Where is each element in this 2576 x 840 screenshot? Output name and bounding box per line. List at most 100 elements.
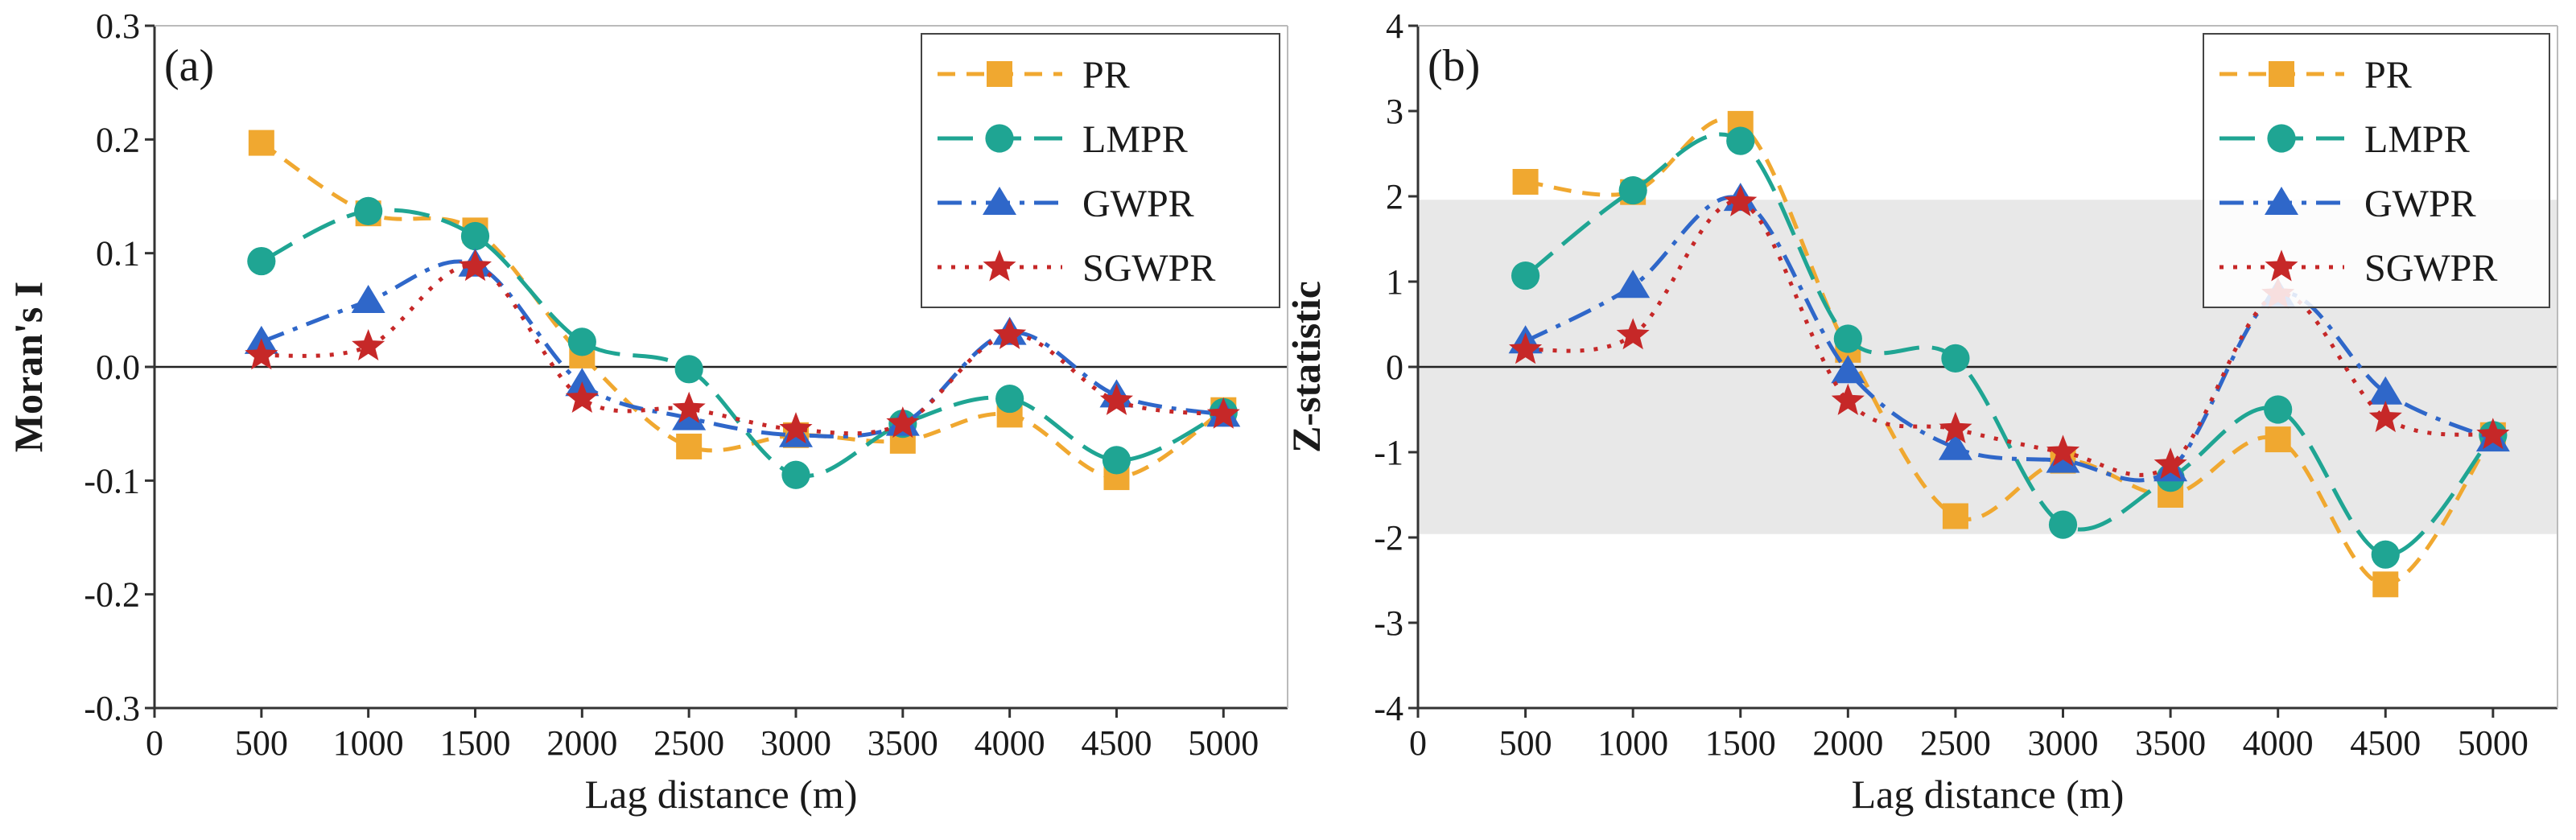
legend-marker-gwpr [983,187,1016,215]
data-point-sgwpr [1939,411,1972,443]
data-point-sgwpr [565,381,599,413]
y-tick-label: 1 [1386,262,1403,302]
data-point-lmpr [781,460,810,489]
y-tick-label: -4 [1374,689,1403,728]
x-tick-label: 5000 [2458,723,2529,763]
legend-label-pr: PR [2364,54,2412,97]
series-line-pr [1525,117,2495,587]
y-tick-label: -0.2 [84,575,140,615]
chart-panel-a: 0 500 1000 1500 2000 2500 3000 3500 4000 4500 5000… [6,6,1288,817]
data-point-pr [2372,571,2399,598]
data-point-lmpr [247,246,276,276]
series-line-pr [260,141,1225,480]
y-tick-label: -0.3 [84,689,140,728]
data-point-sgwpr [245,338,278,370]
data-point-lmpr [1726,126,1755,155]
legend-label-sgwpr: SGWPR [1082,247,1215,290]
data-point-pr [1942,503,1968,529]
legend-marker-pr [2269,61,2294,87]
y-tick-label: 3 [1386,92,1403,131]
x-tick-label: 500 [235,723,288,763]
x-tick-label: 3000 [2028,723,2099,763]
data-point-sgwpr [2368,401,2402,433]
data-point-sgwpr [2046,434,2080,467]
data-point-gwpr [2368,376,2403,405]
legend-label-gwpr: GWPR [2364,183,2476,225]
legend-marker-lmpr [2267,124,2296,153]
data-point-sgwpr [1831,383,1865,415]
legend: PR LMPR GWPR SGWPR [2203,33,2550,308]
data-point-sgwpr [672,391,706,423]
x-axis-title: Lag distance (m) [585,772,858,817]
data-point-gwpr [1831,355,1865,384]
x-tick-label: 1500 [439,723,510,763]
data-point-pr [676,433,703,459]
data-point-lmpr [1618,175,1647,205]
y-tick-label: 0.3 [96,6,140,46]
legend-marker-sgwpr [983,249,1016,282]
data-point-sgwpr [1616,318,1650,350]
panel-label: (a) [164,41,214,91]
x-tick-label: 0 [1409,723,1427,763]
data-point-sgwpr [779,412,813,444]
data-point-sgwpr [993,317,1027,349]
chart-panel-b: 0 500 1000 1500 2000 2500 3000 3500 4000 4500 5000… [1284,6,2558,817]
data-point-gwpr [1616,270,1651,299]
series-line-lmpr [1524,132,2495,557]
legend-box [2203,33,2550,308]
x-tick-label: 2000 [546,723,617,763]
y-tick-label: 4 [1386,6,1403,46]
y-tick-label: 0.2 [96,120,140,159]
data-point-lmpr [995,384,1024,414]
legend-marker-lmpr [985,124,1014,153]
data-point-pr [2265,426,2291,453]
data-point-sgwpr [1099,383,1133,415]
x-tick-label: 1000 [333,723,404,763]
data-point-sgwpr [1724,184,1758,216]
data-point-sgwpr [2476,418,2510,450]
legend-marker-pr [987,61,1012,87]
data-point-lmpr [354,196,383,225]
legend-label-gwpr: GWPR [1082,183,1194,225]
data-point-lmpr [2371,540,2400,569]
legend-label-sgwpr: SGWPR [2364,247,2497,290]
data-point-lmpr [1102,446,1131,475]
data-point-sgwpr [886,406,920,439]
series-line-gwpr [260,259,1224,439]
data-point-pr [248,130,274,156]
x-tick-label: 5000 [1188,723,1259,763]
y-tick-label: -3 [1374,603,1403,643]
x-tick-label: 0 [146,723,163,763]
data-point-pr [1512,168,1539,195]
legend-marker-sgwpr [2265,249,2298,282]
x-tick-label: 4500 [1081,723,1152,763]
data-point-lmpr [1833,324,1862,353]
x-tick-label: 2000 [1812,723,1883,763]
x-tick-label: 500 [1499,723,1552,763]
data-point-sgwpr [1206,397,1240,429]
data-point-sgwpr [1509,332,1543,364]
data-point-lmpr [460,221,490,251]
y-tick-label: -1 [1374,433,1403,472]
legend-label-lmpr: LMPR [2364,118,2470,161]
x-tick-label: 2500 [1920,723,1991,763]
data-point-lmpr [1511,261,1540,290]
y-tick-label: -2 [1374,518,1403,558]
data-point-lmpr [2048,510,2078,539]
data-point-sgwpr [2154,447,2187,480]
y-tick-label: 2 [1386,177,1403,216]
legend-label-pr: PR [1082,54,1130,97]
y-tick-label: 0.0 [96,348,140,387]
x-tick-label: 1500 [1705,723,1776,763]
y-tick-label: 0.1 [96,234,140,274]
x-tick-label: 2500 [653,723,724,763]
data-point-lmpr [2264,395,2293,424]
legend-marker-gwpr [2265,187,2298,215]
data-point-lmpr [1941,344,1970,373]
x-tick-label: 4500 [2350,723,2421,763]
x-axis-title: Lag distance (m) [1852,772,2125,817]
data-point-gwpr [1938,431,1972,460]
y-tick-label: 0 [1386,348,1403,387]
data-point-lmpr [567,327,596,356]
